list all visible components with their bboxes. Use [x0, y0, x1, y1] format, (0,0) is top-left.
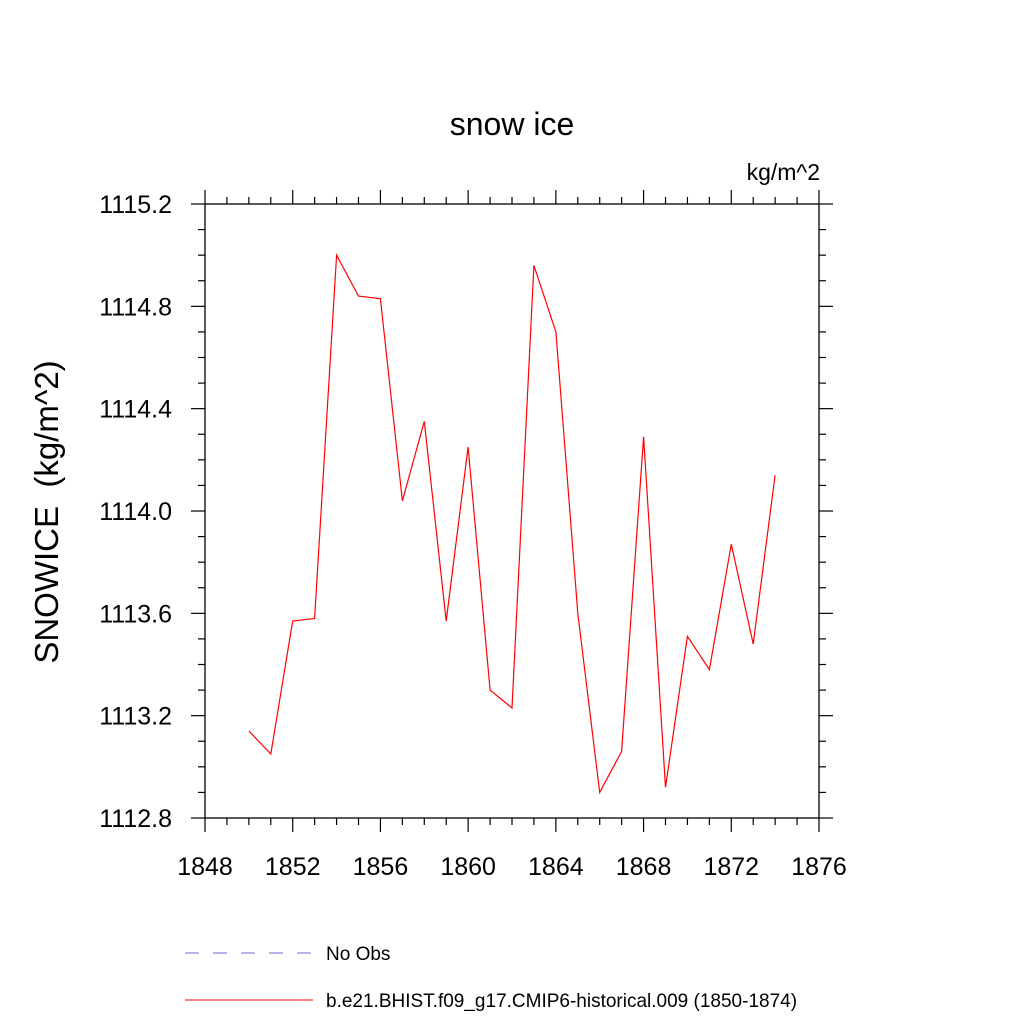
plot-frame — [204, 203, 820, 819]
x-tick-label: 1872 — [703, 853, 759, 881]
units-label: kg/m^2 — [747, 159, 820, 185]
x-tick-label: 1848 — [177, 853, 233, 881]
plot-border — [204, 203, 820, 819]
x-tick-label: 1860 — [440, 853, 496, 881]
legend: No Obs b.e21.BHIST.f09_g17.CMIP6-histori… — [185, 944, 797, 1012]
y-tick-label: 1114.8 — [99, 293, 172, 321]
x-tick-label: 1876 — [791, 853, 847, 881]
x-tick-label: 1868 — [616, 853, 672, 881]
x-tick-label: 1856 — [353, 853, 409, 881]
y-axis-label: SNOWICE (kg/m^2) — [28, 360, 65, 663]
series-line-1 — [248, 253, 776, 795]
y-tick-label: 1113.6 — [99, 600, 172, 628]
y-tick-label: 1115.2 — [99, 191, 172, 219]
y-tick-label: 1112.8 — [99, 805, 172, 833]
y-tick-label: 1114.0 — [99, 498, 172, 526]
y-tick-label: 1114.4 — [99, 396, 172, 424]
chart-title: snow ice — [450, 106, 575, 142]
y-tick-label: 1113.2 — [99, 703, 172, 731]
axis-tick-labels: 1848 1852 1856 1860 1864 1868 1872 1876 1112.8 11… — [99, 191, 847, 881]
series-lines — [248, 253, 776, 795]
legend-label-no-obs: No Obs — [326, 944, 390, 965]
x-tick-label: 1852 — [265, 853, 321, 881]
axis-ticks — [191, 190, 833, 832]
x-tick-label: 1864 — [528, 853, 584, 881]
legend-label-model: b.e21.BHIST.f09_g17.CMIP6-historical.009… — [326, 991, 797, 1012]
